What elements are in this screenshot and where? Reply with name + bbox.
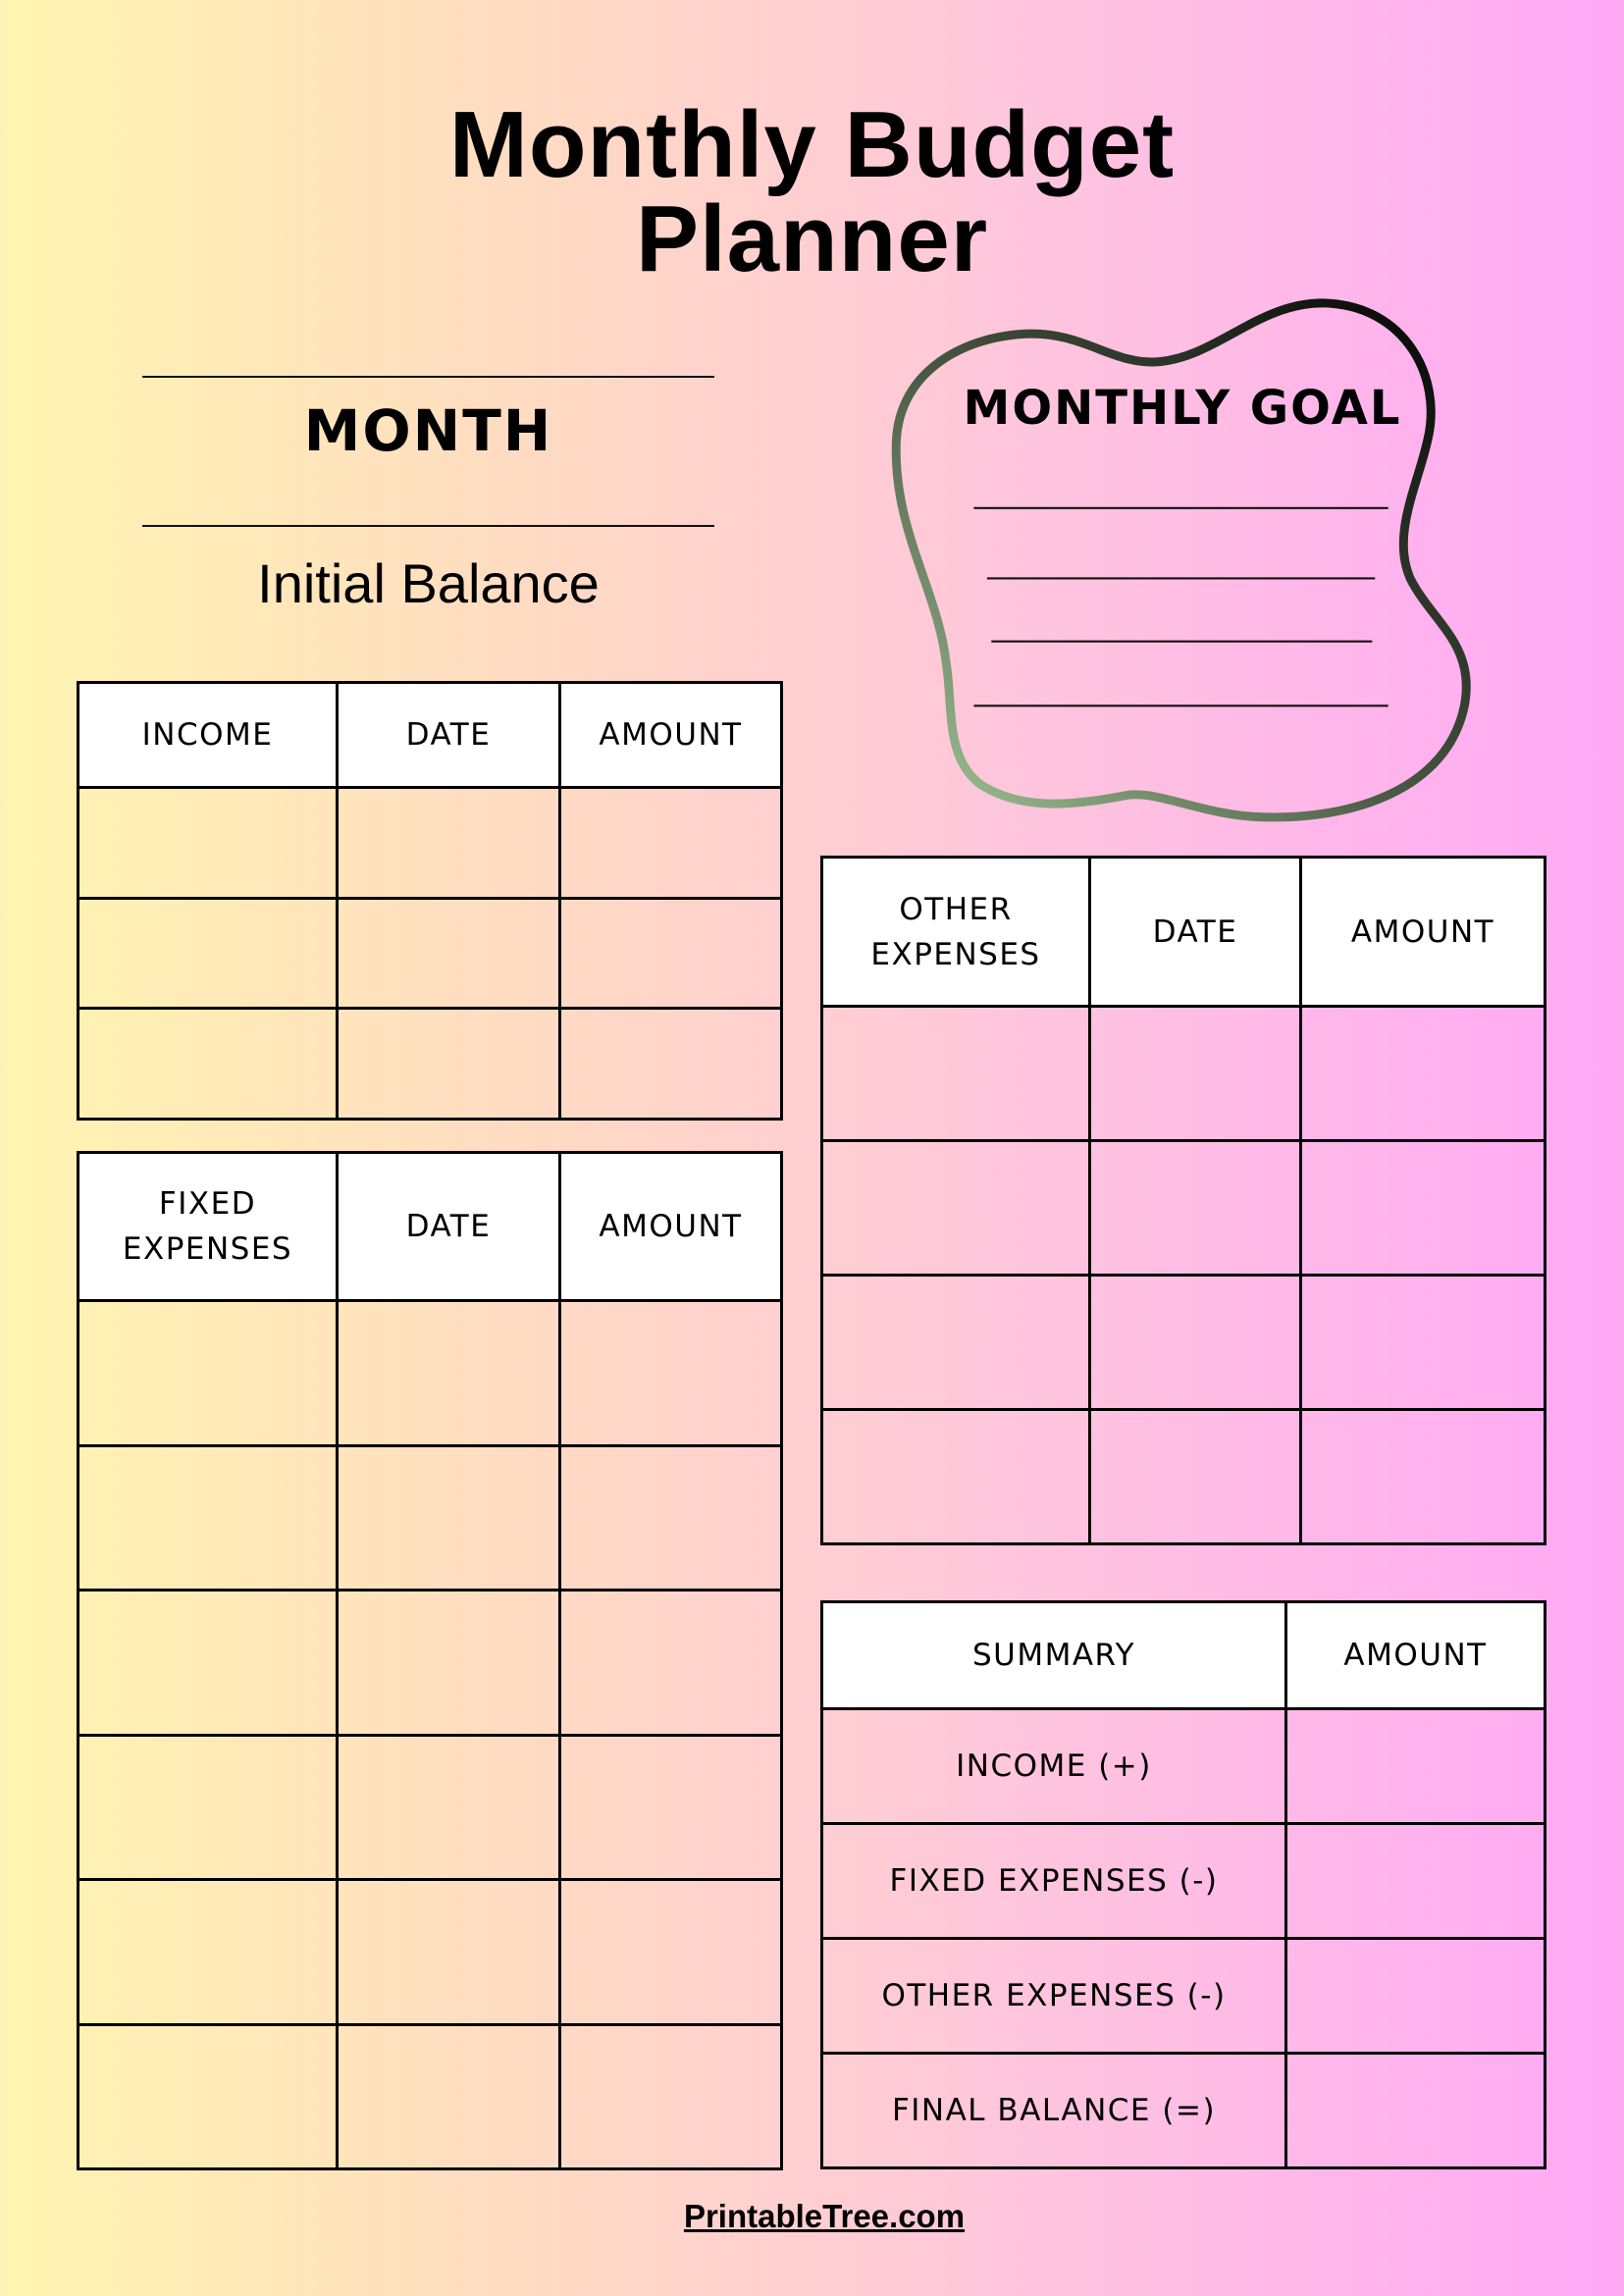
title-line-1: Monthly Budget bbox=[448, 92, 1176, 197]
summary-table: SUMMARY AMOUNT INCOME (+) FIXED EXPENSES (-… bbox=[820, 1600, 1546, 2169]
blank-entry-cell[interactable] bbox=[77, 1589, 339, 1737]
blank-entry-cell[interactable] bbox=[77, 1007, 339, 1121]
blank-entry-cell[interactable] bbox=[558, 1878, 783, 2026]
blank-entry-cell[interactable] bbox=[1088, 1005, 1302, 1142]
initial-balance-label: Initial Balance bbox=[257, 552, 600, 614]
table-row bbox=[77, 1299, 783, 1447]
month-line-bottom bbox=[142, 525, 714, 527]
blank-entry-cell[interactable] bbox=[336, 786, 561, 900]
blank-entry-cell[interactable] bbox=[77, 1878, 339, 2026]
column-header: SUMMARY bbox=[820, 1600, 1287, 1710]
blank-entry-cell[interactable] bbox=[558, 1299, 783, 1447]
blank-entry-cell[interactable] bbox=[820, 1408, 1091, 1545]
header-row: OTHER EXPENSES DATE AMOUNT bbox=[820, 856, 1546, 1008]
blank-entry-cell[interactable] bbox=[1284, 2052, 1546, 2169]
month-label: MONTH bbox=[303, 397, 553, 464]
blank-entry-cell[interactable] bbox=[336, 1007, 561, 1121]
blank-entry-cell[interactable] bbox=[336, 1299, 561, 1447]
table-row bbox=[77, 1733, 783, 1881]
blank-entry-cell[interactable] bbox=[558, 1589, 783, 1737]
blank-entry-cell[interactable] bbox=[1088, 1274, 1302, 1411]
column-header: AMOUNT bbox=[558, 681, 783, 789]
footer-link[interactable]: PrintableTree.com bbox=[683, 2198, 966, 2234]
blank-entry-cell[interactable] bbox=[77, 786, 339, 900]
summary-row-label: FINAL BALANCE (=) bbox=[820, 2052, 1287, 2169]
blank-entry-cell[interactable] bbox=[558, 2022, 783, 2170]
blank-entry-cell[interactable] bbox=[77, 896, 339, 1010]
goal-outline bbox=[891, 298, 1471, 822]
blank-entry-cell[interactable] bbox=[77, 1733, 339, 1881]
blank-entry-cell[interactable] bbox=[1088, 1139, 1302, 1277]
blank-entry-cell[interactable] bbox=[558, 1443, 783, 1592]
column-header: INCOME bbox=[77, 681, 339, 789]
summary-row-label: FIXED EXPENSES (-) bbox=[820, 1822, 1287, 1940]
table-row: FIXED EXPENSES (-) bbox=[820, 1822, 1546, 1940]
table-row bbox=[77, 1878, 783, 2026]
column-header: DATE bbox=[1088, 856, 1302, 1008]
column-header: AMOUNT bbox=[1299, 856, 1546, 1008]
blank-entry-cell[interactable] bbox=[558, 1007, 783, 1121]
blank-entry-cell[interactable] bbox=[77, 2022, 339, 2170]
table-row bbox=[77, 786, 783, 900]
blank-entry-cell[interactable] bbox=[336, 1589, 561, 1737]
blank-entry-cell[interactable] bbox=[1299, 1408, 1546, 1545]
blank-entry-cell[interactable] bbox=[336, 1878, 561, 2026]
monthly-goal-title: MONTHLY GOAL bbox=[963, 381, 1402, 436]
blank-entry-cell[interactable] bbox=[1284, 1822, 1546, 1940]
table-row bbox=[77, 1589, 783, 1737]
column-header: AMOUNT bbox=[1284, 1600, 1546, 1710]
table-row bbox=[820, 1408, 1546, 1545]
column-header: AMOUNT bbox=[558, 1151, 783, 1302]
blank-entry-cell[interactable] bbox=[558, 896, 783, 1010]
column-header: OTHER EXPENSES bbox=[820, 856, 1091, 1008]
header-row: SUMMARY AMOUNT bbox=[820, 1600, 1546, 1710]
blank-entry-cell[interactable] bbox=[1299, 1139, 1546, 1277]
column-header: DATE bbox=[336, 681, 561, 789]
table-row: FINAL BALANCE (=) bbox=[820, 2052, 1546, 2169]
blank-entry-cell[interactable] bbox=[820, 1139, 1091, 1277]
table-row bbox=[820, 1139, 1546, 1277]
column-header: DATE bbox=[336, 1151, 561, 1302]
blank-entry-cell[interactable] bbox=[77, 1443, 339, 1592]
summary-row-label: INCOME (+) bbox=[820, 1707, 1287, 1825]
table-row: OTHER EXPENSES (-) bbox=[820, 1937, 1546, 2055]
blank-entry-cell[interactable] bbox=[1284, 1937, 1546, 2055]
blank-entry-cell[interactable] bbox=[820, 1005, 1091, 1142]
blank-entry-cell[interactable] bbox=[336, 1443, 561, 1592]
income-table: INCOME DATE AMOUNT bbox=[77, 681, 783, 1121]
header-row: FIXED EXPENSES DATE AMOUNT bbox=[77, 1151, 783, 1302]
month-line-top bbox=[142, 376, 714, 378]
blank-entry-cell[interactable] bbox=[1299, 1274, 1546, 1411]
blank-entry-cell[interactable] bbox=[77, 1299, 339, 1447]
title-line-2: Planner bbox=[635, 186, 989, 291]
page-title: Monthly Budget Planner bbox=[0, 98, 1624, 287]
column-header: FIXED EXPENSES bbox=[77, 1151, 339, 1302]
table-row bbox=[77, 896, 783, 1010]
table-row bbox=[77, 1007, 783, 1121]
other-expenses-table: OTHER EXPENSES DATE AMOUNT bbox=[820, 856, 1546, 1545]
blank-entry-cell[interactable] bbox=[558, 786, 783, 900]
header-row: INCOME DATE AMOUNT bbox=[77, 681, 783, 789]
blank-entry-cell[interactable] bbox=[558, 1733, 783, 1881]
table-row bbox=[77, 2022, 783, 2170]
table-row: INCOME (+) bbox=[820, 1707, 1546, 1825]
blank-entry-cell[interactable] bbox=[336, 2022, 561, 2170]
blank-entry-cell[interactable] bbox=[820, 1274, 1091, 1411]
table-row bbox=[77, 1443, 783, 1592]
summary-row-label: OTHER EXPENSES (-) bbox=[820, 1937, 1287, 2055]
blank-entry-cell[interactable] bbox=[1284, 1707, 1546, 1825]
fixed-expenses-table: FIXED EXPENSES DATE AMOUNT bbox=[77, 1151, 783, 2170]
blank-entry-cell[interactable] bbox=[1299, 1005, 1546, 1142]
table-row bbox=[820, 1005, 1546, 1142]
blank-entry-cell[interactable] bbox=[336, 896, 561, 1010]
table-row bbox=[820, 1274, 1546, 1411]
blank-entry-cell[interactable] bbox=[1088, 1408, 1302, 1545]
blank-entry-cell[interactable] bbox=[336, 1733, 561, 1881]
